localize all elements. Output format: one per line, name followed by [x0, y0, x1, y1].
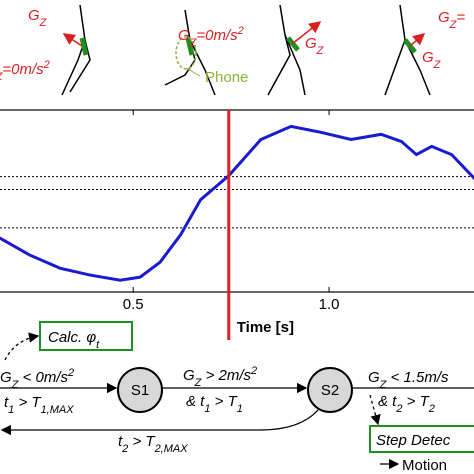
text-part: Calc. φ: [48, 329, 96, 346]
state-label: S1: [131, 382, 149, 399]
data-line: [0, 124, 474, 282]
edge-label: t1 > T1,MAX: [4, 394, 74, 416]
text-part: Z: [194, 377, 203, 389]
x-axis-label: Time [s]: [237, 319, 294, 336]
text-part: 2: [43, 59, 50, 71]
text-part: 1: [204, 403, 210, 415]
figure-label: GZ: [28, 7, 48, 29]
text-part: Z: [0, 71, 4, 83]
text-part: =0m/s: [2, 61, 44, 78]
text-part: 1,MAX: [41, 404, 75, 416]
text-part: & t: [378, 393, 397, 410]
state-circle: [307, 367, 353, 413]
text-part: 1: [237, 403, 243, 415]
step-box: [369, 425, 474, 453]
text-part: t: [118, 433, 123, 450]
text-part: > T: [210, 393, 238, 410]
text-part: 2: [67, 367, 74, 379]
text-part: t: [96, 339, 100, 351]
plot-frame: [0, 109, 474, 293]
x-tick-label: 1.0: [319, 296, 340, 313]
text-part: & t: [186, 393, 205, 410]
text-part: 1: [8, 404, 14, 416]
text-part: G: [422, 49, 434, 66]
box-label: Calc. φt: [48, 329, 100, 351]
text-part: Z: [189, 37, 198, 49]
text-part: 2: [237, 25, 244, 37]
text-part: > 2m/s: [201, 367, 251, 384]
edge-label: t2 > T2,MAX: [118, 433, 188, 455]
figure-label: GZ=0m/s2: [178, 25, 244, 49]
text-part: Motion: [402, 457, 447, 474]
text-part: G: [178, 27, 190, 44]
edge-label: & t1 > T1: [186, 393, 243, 415]
phone-highlight: [175, 36, 197, 70]
figure-label: GZ=0m/s2: [0, 59, 50, 83]
text-part: Step Detec: [376, 432, 451, 449]
text-part: Z: [39, 17, 48, 29]
text-part: G: [0, 369, 12, 386]
x-tick-label: 0.5: [123, 296, 144, 313]
edge-label: GZ > 2m/s2: [183, 365, 257, 389]
text-part: =: [456, 9, 465, 26]
edge-label: & t2 > T2: [378, 393, 435, 415]
text-part: > T: [402, 393, 430, 410]
text-part: 2: [121, 443, 128, 455]
text-part: < 0m/s: [18, 369, 68, 386]
text-part: > T: [14, 394, 42, 411]
text-part: > T: [128, 433, 156, 450]
text-part: < 1.5m/s: [386, 369, 449, 386]
diagram-arrows: [0, 332, 474, 470]
text-part: G: [368, 369, 380, 386]
text-part: t: [4, 394, 9, 411]
figure-label: GZ=: [438, 9, 465, 31]
box-label: Step Detec: [376, 432, 451, 449]
text-part: Z: [449, 19, 458, 31]
text-part: 2: [250, 365, 257, 377]
text-part: Phone: [205, 69, 248, 86]
text-part: 2: [395, 403, 402, 415]
figure-label: GZ: [422, 49, 442, 71]
state-circle: [117, 367, 163, 413]
text-part: 2,MAX: [154, 443, 189, 455]
phone-pointer: [185, 67, 201, 77]
phone-marks: [79, 36, 417, 56]
figure-label: Phone: [205, 69, 248, 86]
edge-label: GZ < 0m/s2: [0, 367, 74, 391]
text-part: G: [438, 9, 450, 26]
figure-label: GZ: [305, 35, 325, 57]
text-part: G: [183, 367, 195, 384]
text-part: Z: [433, 59, 442, 71]
edge-label: GZ < 1.5m/s: [368, 369, 449, 391]
force-arrows: [62, 21, 426, 47]
text-part: 2: [428, 403, 435, 415]
text-part: Z: [316, 45, 325, 57]
state-label: S2: [321, 382, 339, 399]
text-part: Z: [379, 379, 388, 391]
edge-label: Motion: [402, 457, 447, 474]
text-part: G: [28, 7, 40, 24]
text-part: Z: [11, 379, 20, 391]
text-part: G: [305, 35, 317, 52]
text-part: =0m/s: [196, 27, 238, 44]
calc-box: [39, 321, 133, 351]
